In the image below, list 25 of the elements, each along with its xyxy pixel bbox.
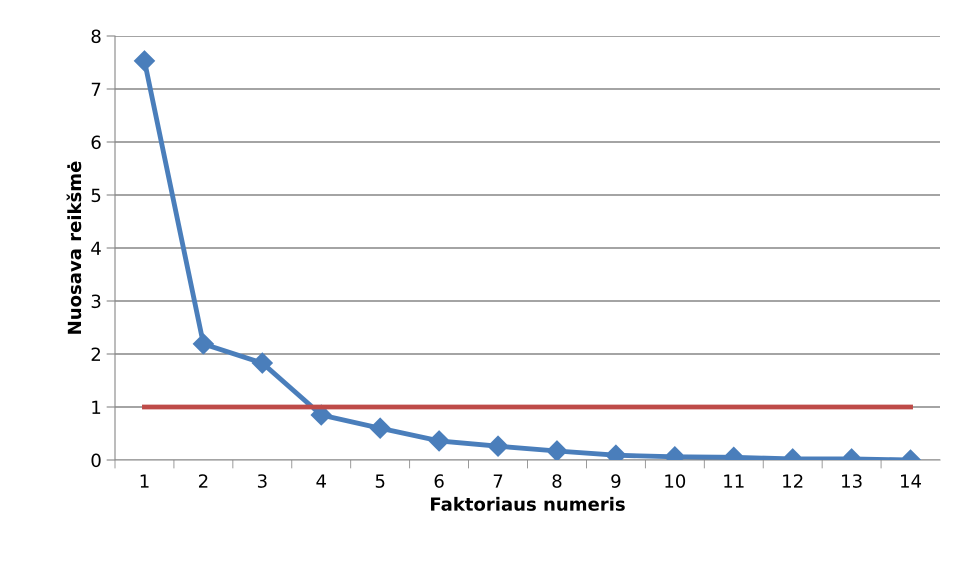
x-tick-label: 7 <box>494 474 502 488</box>
x-tick-label: 10 <box>665 474 686 488</box>
x-tick-label: 12 <box>783 474 802 488</box>
y-tick-label: 5 <box>92 188 100 202</box>
y-tick-label: 2 <box>92 347 100 361</box>
y-axis-title: Nuosava reikšmė <box>66 162 82 334</box>
x-tick-label: 6 <box>434 474 444 488</box>
x-tick-label: 14 <box>901 474 922 488</box>
y-tick-label: 8 <box>92 29 101 44</box>
y-tick-label: 3 <box>92 294 100 308</box>
y-tick-label: 6 <box>92 135 101 150</box>
x-tick-label: 5 <box>376 474 384 488</box>
x-tick-label: 3 <box>258 474 267 488</box>
x-axis-title: Faktoriaus numeris <box>431 496 625 511</box>
x-tick-label: 1 <box>140 474 149 488</box>
x-tick-label: 8 <box>552 474 562 488</box>
y-tick-label: 1 <box>92 400 100 414</box>
x-tick-label: 9 <box>611 474 620 488</box>
y-tick-label: 4 <box>91 242 101 255</box>
y-tick-label: 0 <box>92 453 101 468</box>
y-tick-label: 7 <box>92 82 100 96</box>
x-tick-label: 2 <box>198 474 208 488</box>
x-tick-label: 11 <box>724 474 744 488</box>
x-tick-label: 4 <box>316 474 326 488</box>
x-tick-label: 13 <box>842 474 862 488</box>
